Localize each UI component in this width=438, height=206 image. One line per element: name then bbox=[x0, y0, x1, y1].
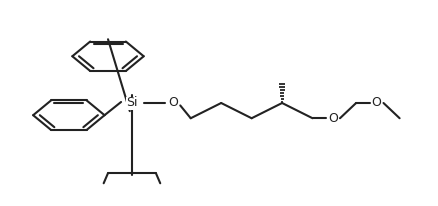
Text: Si: Si bbox=[126, 96, 138, 110]
Text: O: O bbox=[371, 96, 381, 110]
Text: O: O bbox=[328, 112, 338, 125]
Text: O: O bbox=[168, 96, 178, 110]
